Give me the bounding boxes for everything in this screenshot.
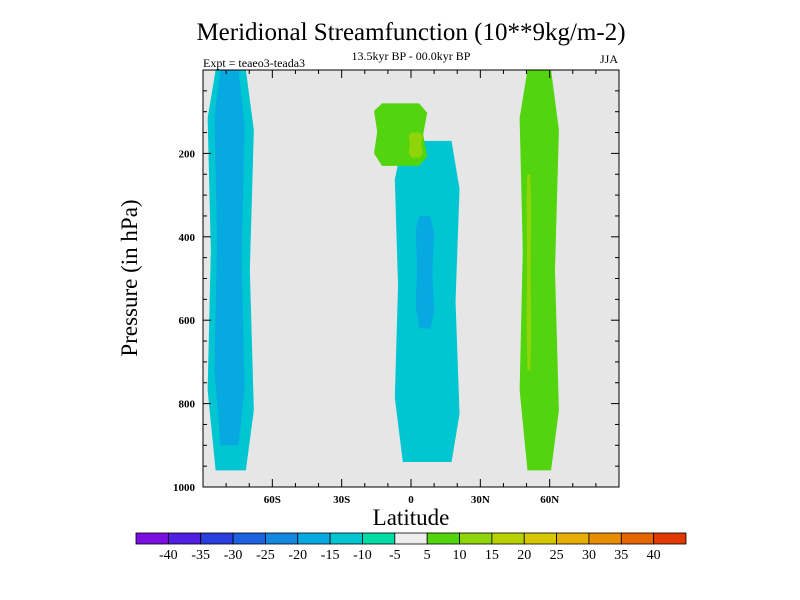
colorbar-swatch xyxy=(329,532,363,545)
y-tick-label: 200 xyxy=(179,148,196,160)
contour-northern-cell xyxy=(519,70,559,471)
y-tick-label: 800 xyxy=(179,399,196,411)
colorbar-swatch xyxy=(426,532,460,545)
experiment-label: Expt = teaeo3-teada3 xyxy=(203,56,305,70)
colorbar-swatch xyxy=(556,532,590,545)
colorbar-label: -25 xyxy=(256,548,275,563)
contour-northern-cell-core xyxy=(526,174,532,371)
colorbar-swatch xyxy=(653,532,687,545)
contour-fills xyxy=(203,70,619,487)
colorbar-swatch xyxy=(167,532,202,545)
colorbar-label: 15 xyxy=(485,548,499,563)
y-tick-label: 600 xyxy=(179,315,196,327)
contour-equatorial-cell-core xyxy=(415,215,435,329)
colorbar-label: -20 xyxy=(288,548,307,563)
colorbar-swatch xyxy=(491,532,525,545)
colorbar-swatch xyxy=(588,532,622,545)
colorbar-label: 35 xyxy=(614,548,628,563)
colorbar-swatch xyxy=(265,532,299,545)
colorbar-label: 40 xyxy=(647,548,661,563)
colorbar-swatch xyxy=(459,532,493,545)
colorbar-label: 25 xyxy=(550,548,564,563)
colorbar-swatch xyxy=(394,532,428,545)
colorbar-swatch xyxy=(297,532,331,545)
x-axis-label: Latitude xyxy=(373,505,450,530)
colorbar-swatch xyxy=(620,532,655,545)
contour-tropical-upper-core xyxy=(408,132,423,158)
colorbar-label: -10 xyxy=(353,548,372,563)
colorbar-label: 20 xyxy=(517,548,531,563)
x-tick-label: 60S xyxy=(264,494,281,506)
chart-subtitle: 13.5kyr BP - 00.0kyr BP xyxy=(352,49,471,63)
colorbar-swatch xyxy=(200,532,234,545)
colorbar-swatch xyxy=(135,532,169,545)
colorbar-swatch xyxy=(523,532,557,545)
colorbar-label: -30 xyxy=(224,548,243,563)
x-tick-label: 0 xyxy=(408,494,414,506)
colorbar-swatch xyxy=(362,532,396,545)
colorbar-label: 5 xyxy=(424,548,431,563)
y-axis-label: Pressure (in hPa) xyxy=(117,199,142,356)
colorbar-label: -5 xyxy=(389,548,401,563)
x-tick-label: 60N xyxy=(540,494,559,506)
season-label: JJA xyxy=(600,52,618,66)
colorbar-label: 10 xyxy=(453,548,467,563)
x-tick-label: 30N xyxy=(471,494,490,506)
contour-southern-cell-core xyxy=(214,70,245,446)
chart-title: Meridional Streamfunction (10**9kg/m-2) xyxy=(196,19,625,46)
axis-ticks: 60S 30S 0 30N 60N 200 400 600 800 1000 xyxy=(173,70,619,506)
x-tick-label: 30S xyxy=(333,494,350,506)
colorbar-label: -35 xyxy=(191,548,210,563)
y-tick-label: 400 xyxy=(179,232,196,244)
y-tick-label: 1000 xyxy=(173,482,196,494)
colorbar-label: -15 xyxy=(321,548,340,563)
colorbar-label: 30 xyxy=(582,548,596,563)
colorbar: -40 -35 -30 -25 -20 -15 -10 -5 5 10 15 20 25 30 35 40 xyxy=(135,532,687,563)
colorbar-label: -40 xyxy=(159,548,178,563)
colorbar-swatch xyxy=(232,532,266,545)
